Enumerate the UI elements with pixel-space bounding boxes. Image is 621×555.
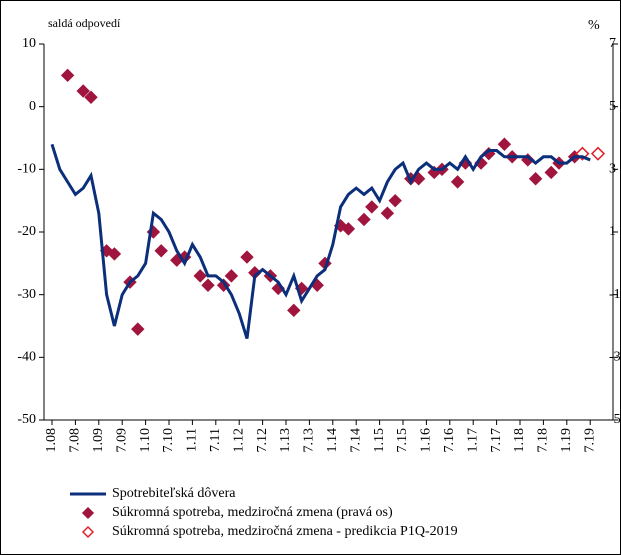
y2-tick-label: 5: [609, 99, 616, 114]
marker: [107, 247, 122, 261]
x-tick-label: 7.12: [255, 428, 270, 453]
x-tick-label: 7.16: [442, 428, 457, 453]
legend-label: Súkromná spotreba, medziročná zmena (pra…: [112, 505, 393, 520]
marker: [240, 250, 254, 264]
marker: [60, 68, 75, 83]
legend-label: Spotrebiteľská dôvera: [112, 486, 236, 501]
x-tick-label: 1.18: [512, 428, 527, 453]
y2-axis-label: %: [588, 18, 600, 33]
marker: [528, 172, 543, 186]
y-tick-label: -30: [17, 287, 36, 302]
x-tick-label: 1.17: [465, 428, 480, 453]
legend-swatch: [81, 506, 95, 520]
x-tick-label: 7.14: [348, 428, 363, 453]
marker: [84, 90, 98, 104]
x-tick-label: 7.10: [161, 428, 176, 453]
x-tick-label: 1.16: [419, 428, 434, 453]
x-tick-label: 1.13: [278, 428, 293, 453]
y2-tick-label: -1: [609, 287, 621, 302]
y-tick-label: 10: [22, 36, 36, 51]
y2-tick-label: -3: [609, 350, 621, 365]
y2-tick-label: 3: [609, 162, 616, 177]
marker: [154, 244, 168, 258]
marker: [357, 212, 371, 227]
marker: [388, 193, 402, 208]
y-tick-label: -40: [17, 350, 36, 365]
legend-label: Súkromná spotreba, medziročná zmena - pr…: [112, 524, 458, 539]
marker: [544, 165, 558, 180]
marker: [224, 269, 239, 283]
y-axis-label: saldá odpovedí: [48, 16, 121, 30]
x-tick-label: 7.19: [582, 428, 597, 453]
marker: [193, 269, 207, 283]
x-tick-label: 1.10: [138, 428, 153, 453]
x-tick-label: 7.15: [395, 428, 410, 453]
marker: [380, 206, 395, 220]
x-tick-label: 1.12: [231, 428, 246, 453]
x-tick-label: 7.18: [536, 428, 551, 453]
marker: [450, 175, 465, 189]
x-tick-label: 7.09: [114, 428, 129, 453]
marker: [497, 137, 512, 151]
x-tick-label: 7.11: [208, 428, 223, 452]
marker: [590, 146, 606, 161]
line: [50, 143, 591, 339]
legend-swatch: [81, 525, 95, 539]
x-tick-label: 7.08: [68, 428, 83, 453]
marker: [76, 84, 90, 98]
y2-tick-label: -5: [609, 412, 621, 427]
x-tick-label: 7.13: [302, 428, 317, 453]
x-tick-label: 1.11: [185, 428, 200, 452]
y-tick-label: -10: [17, 162, 36, 177]
marker: [201, 278, 215, 292]
x-tick-label: 1.08: [44, 428, 59, 453]
x-tick-label: 7.17: [489, 428, 504, 453]
x-tick-label: 1.19: [559, 428, 574, 453]
marker: [365, 200, 379, 214]
y-tick-label: -50: [17, 412, 36, 427]
x-tick-label: 1.14: [325, 428, 340, 453]
x-tick-label: 1.15: [372, 428, 387, 453]
marker: [341, 222, 356, 236]
marker: [287, 303, 301, 318]
y2-tick-label: 7: [609, 36, 616, 51]
y-tick-label: 0: [29, 99, 36, 114]
y2-tick-label: 1: [609, 224, 616, 239]
x-tick-label: 1.09: [91, 428, 106, 453]
marker: [131, 322, 145, 336]
y-tick-label: -20: [17, 224, 36, 239]
